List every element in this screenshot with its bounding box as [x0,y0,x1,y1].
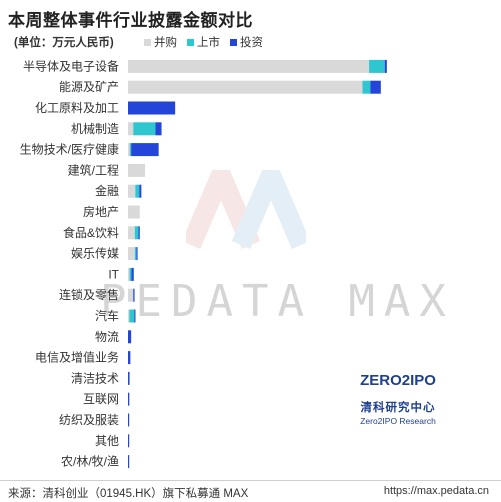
bar-segment [135,184,140,198]
bar-segment [128,330,132,344]
bar-segment [128,101,176,115]
bar-segment [128,163,146,177]
bar-segment [128,59,370,73]
chart-title: 本周整体事件行业披露金额对比 [8,11,253,30]
bar-segment [134,309,136,323]
category-label: 农/林/牧/渔 [61,455,119,469]
category-label: 其他 [95,434,119,448]
category-label: 电信及增值业务 [35,350,119,365]
bar-segment [131,267,134,281]
bar-segment [128,309,130,323]
bar-segment [129,309,135,323]
category-label: 娱乐传媒 [71,246,119,261]
category-label: IT [108,267,119,281]
bar-segment [370,80,381,94]
bar-segment [128,80,363,94]
bar-segment [155,122,162,136]
watermark-logo [186,170,306,249]
category-label: 半导体及电子设备 [23,59,119,73]
bar-segment [129,143,132,157]
category-label: 汽车 [95,308,119,323]
legend-item: 上市 [187,34,220,50]
bar-segment [128,122,134,136]
category-label: 房地产 [83,204,119,219]
bar-segment [128,434,130,448]
bar-segment [128,247,135,261]
bar-segment [128,371,130,385]
category-label: 建筑/工程 [68,162,119,177]
legend-label: 上市 [197,37,220,49]
bar-segment [138,226,140,240]
legend-swatch [187,38,194,46]
bar-segment [384,59,387,73]
category-label: 互联网 [83,392,119,406]
category-label: 清洁技术 [71,371,119,385]
category-label: 纺织及服装 [59,413,119,427]
legend-swatch [144,38,151,46]
bar-segment [128,226,135,240]
category-label: 食品&饮料 [63,225,119,240]
bar-segment [136,247,138,261]
bar-segment [128,413,130,427]
footer-divider [0,480,501,481]
category-label: 连锁及零售 [59,287,119,302]
bar-segment [134,247,137,261]
bar-segment [128,184,136,198]
bar-segment [128,392,130,406]
brand-name-en: Zero2IPO Research [360,416,436,426]
legend-label: 并购 [154,37,177,49]
category-label: 能源及矿产 [59,80,119,94]
legend-label: 投资 [240,37,263,49]
legend-item: 并购 [144,34,177,50]
bar-segment [128,205,140,219]
bar-segment [362,80,371,94]
category-label: 生物技术/医疗健康 [20,142,119,157]
bar-segment [131,143,159,157]
bar-segment [133,122,156,136]
brand-name-cn: 清科研究中心 [360,402,436,414]
bar-segment [128,288,134,302]
brand-logo-text: ZERO2IPO [360,372,436,389]
category-label: 物流 [95,330,119,344]
bar-segment [128,267,130,281]
category-label: 金融 [95,183,119,198]
watermark-text: PEDATA MAX [100,276,455,327]
legend-swatch [230,38,237,46]
legend-item: 投资 [230,34,263,50]
chart-legend: 并购 上市 投资 [144,34,263,50]
bar-segment [128,351,131,365]
category-label: 机械制造 [71,121,119,136]
bar-segment [129,267,132,281]
bar-segment [134,226,139,240]
bar-segment [369,59,385,73]
bar-segment [128,455,130,469]
bar-segment [133,288,135,302]
footer-url[interactable]: https://max.pedata.cn [383,485,489,497]
category-label: 化工原料及加工 [35,101,119,115]
bar-segment [139,184,142,198]
footer-source: 来源：清科创业（01945.HK）旗下私募通 MAX [8,488,249,500]
unit-label: (单位：万元人民币) [14,37,114,49]
zero2ipo-logo: ZERO2IPO [360,372,436,389]
bar-chart: 半导体及电子设备能源及矿产化工原料及加工机械制造生物技术/医疗健康建筑/工程金融… [20,59,387,469]
brand-block: ZERO2IPO 清科研究中心 Zero2IPO Research [352,369,444,426]
bar-segment [128,143,130,157]
